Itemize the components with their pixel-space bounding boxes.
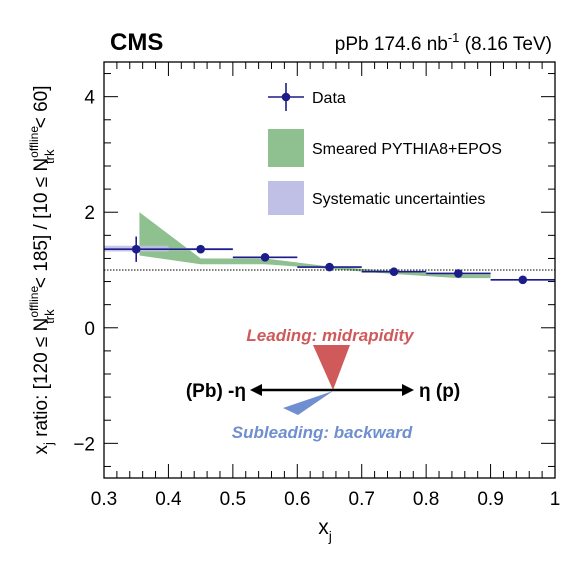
data-marker: [454, 269, 463, 278]
y-title-part1: x: [31, 445, 52, 455]
luminosity-label: pPb 174.6 nb-1 (8.16 TeV): [335, 30, 552, 55]
left-rapidity-label: (Pb) -η: [186, 381, 246, 402]
legend-mc-swatch: [268, 129, 304, 167]
legend-label-2: Systematic uncertainties: [312, 191, 485, 208]
y-title-part5-sub: trk: [42, 149, 57, 164]
luminosity-suffix: (8.16 TeV): [459, 34, 552, 55]
data-marker: [131, 244, 141, 254]
x-axis-title-main: x: [318, 516, 329, 539]
x-axis-title: xj: [318, 516, 332, 544]
legend: Data Smeared PYTHIA8+EPOS Systematic uncer…: [268, 83, 502, 215]
data-point-2: [232, 252, 298, 262]
leading-triangle: [313, 345, 350, 390]
x-tick-label: 0.5: [220, 489, 246, 510]
data-marker: [389, 267, 399, 277]
y-title-part6: < 60]: [31, 85, 52, 133]
y-title-part3-sup: offline: [27, 286, 41, 318]
y-tick-label: 0: [84, 319, 95, 340]
x-tick-label: 0.8: [413, 489, 439, 510]
x-tick-label: 0.9: [477, 489, 503, 510]
plot-frame: [103, 61, 556, 479]
mc-band: [139, 212, 491, 279]
y-title-part2: ratio: [120 ≤ N: [31, 318, 52, 442]
y-title-part3-sub: trk: [42, 309, 57, 324]
data-marker: [325, 262, 334, 272]
data-marker: [518, 275, 528, 285]
x-tick-label: 0.6: [284, 489, 310, 510]
data-point-4: [361, 267, 427, 277]
rapidity-diagram: Leading: midrapidity (Pb) -η η (p) Suble…: [186, 326, 460, 442]
data-point-6: [490, 275, 555, 285]
leading-label: Leading: midrapidity: [246, 326, 415, 345]
y-title-part4: < 185] / [10 ≤ N: [31, 158, 52, 294]
x-tick-label: 0.4: [155, 489, 182, 510]
data-points-layer: [104, 236, 555, 285]
x-tick-label: 0.7: [349, 489, 375, 510]
data-marker: [260, 252, 270, 262]
legend-label-1: Smeared PYTHIA8+EPOS: [312, 141, 502, 158]
arrow-head-right: [402, 384, 414, 396]
x-axis-title-sub: j: [328, 528, 332, 544]
data-point-3: [297, 262, 362, 272]
y-axis-title: xj ratio: [120 ≤ Nofflinetrk < 185] / [1…: [27, 85, 57, 454]
subleading-triangle: [283, 391, 333, 415]
data-point-5: [426, 269, 491, 278]
mc-band-layer: [139, 212, 491, 279]
data-point-0: [104, 236, 169, 262]
y-title-part1-sub: j: [41, 442, 56, 446]
y-tick-label: −2: [73, 434, 95, 455]
data-marker: [196, 244, 205, 254]
legend-data-marker: [281, 92, 291, 102]
luminosity-exponent: -1: [448, 30, 460, 45]
luminosity-prefix: pPb 174.6 nb: [335, 34, 448, 55]
legend-label-0: Data: [312, 90, 346, 107]
axes-layer: 0.3 0.4 0.5 0.6 0.7 0.8 0.9 1 −2 0 2 4: [73, 61, 561, 510]
x-tick-label: 0.3: [91, 489, 117, 510]
arrow-head-left: [250, 384, 262, 396]
y-title-part5-sup: offline: [27, 126, 41, 158]
right-rapidity-label: η (p): [419, 381, 460, 402]
legend-syst-swatch: [268, 181, 304, 215]
experiment-label: CMS: [110, 29, 163, 56]
x-tick-label: 1: [550, 489, 561, 510]
y-tick-label: 4: [84, 88, 95, 109]
y-tick-label: 2: [84, 203, 95, 224]
data-point-1: [168, 244, 233, 254]
subleading-label: Subleading: backward: [232, 423, 413, 442]
